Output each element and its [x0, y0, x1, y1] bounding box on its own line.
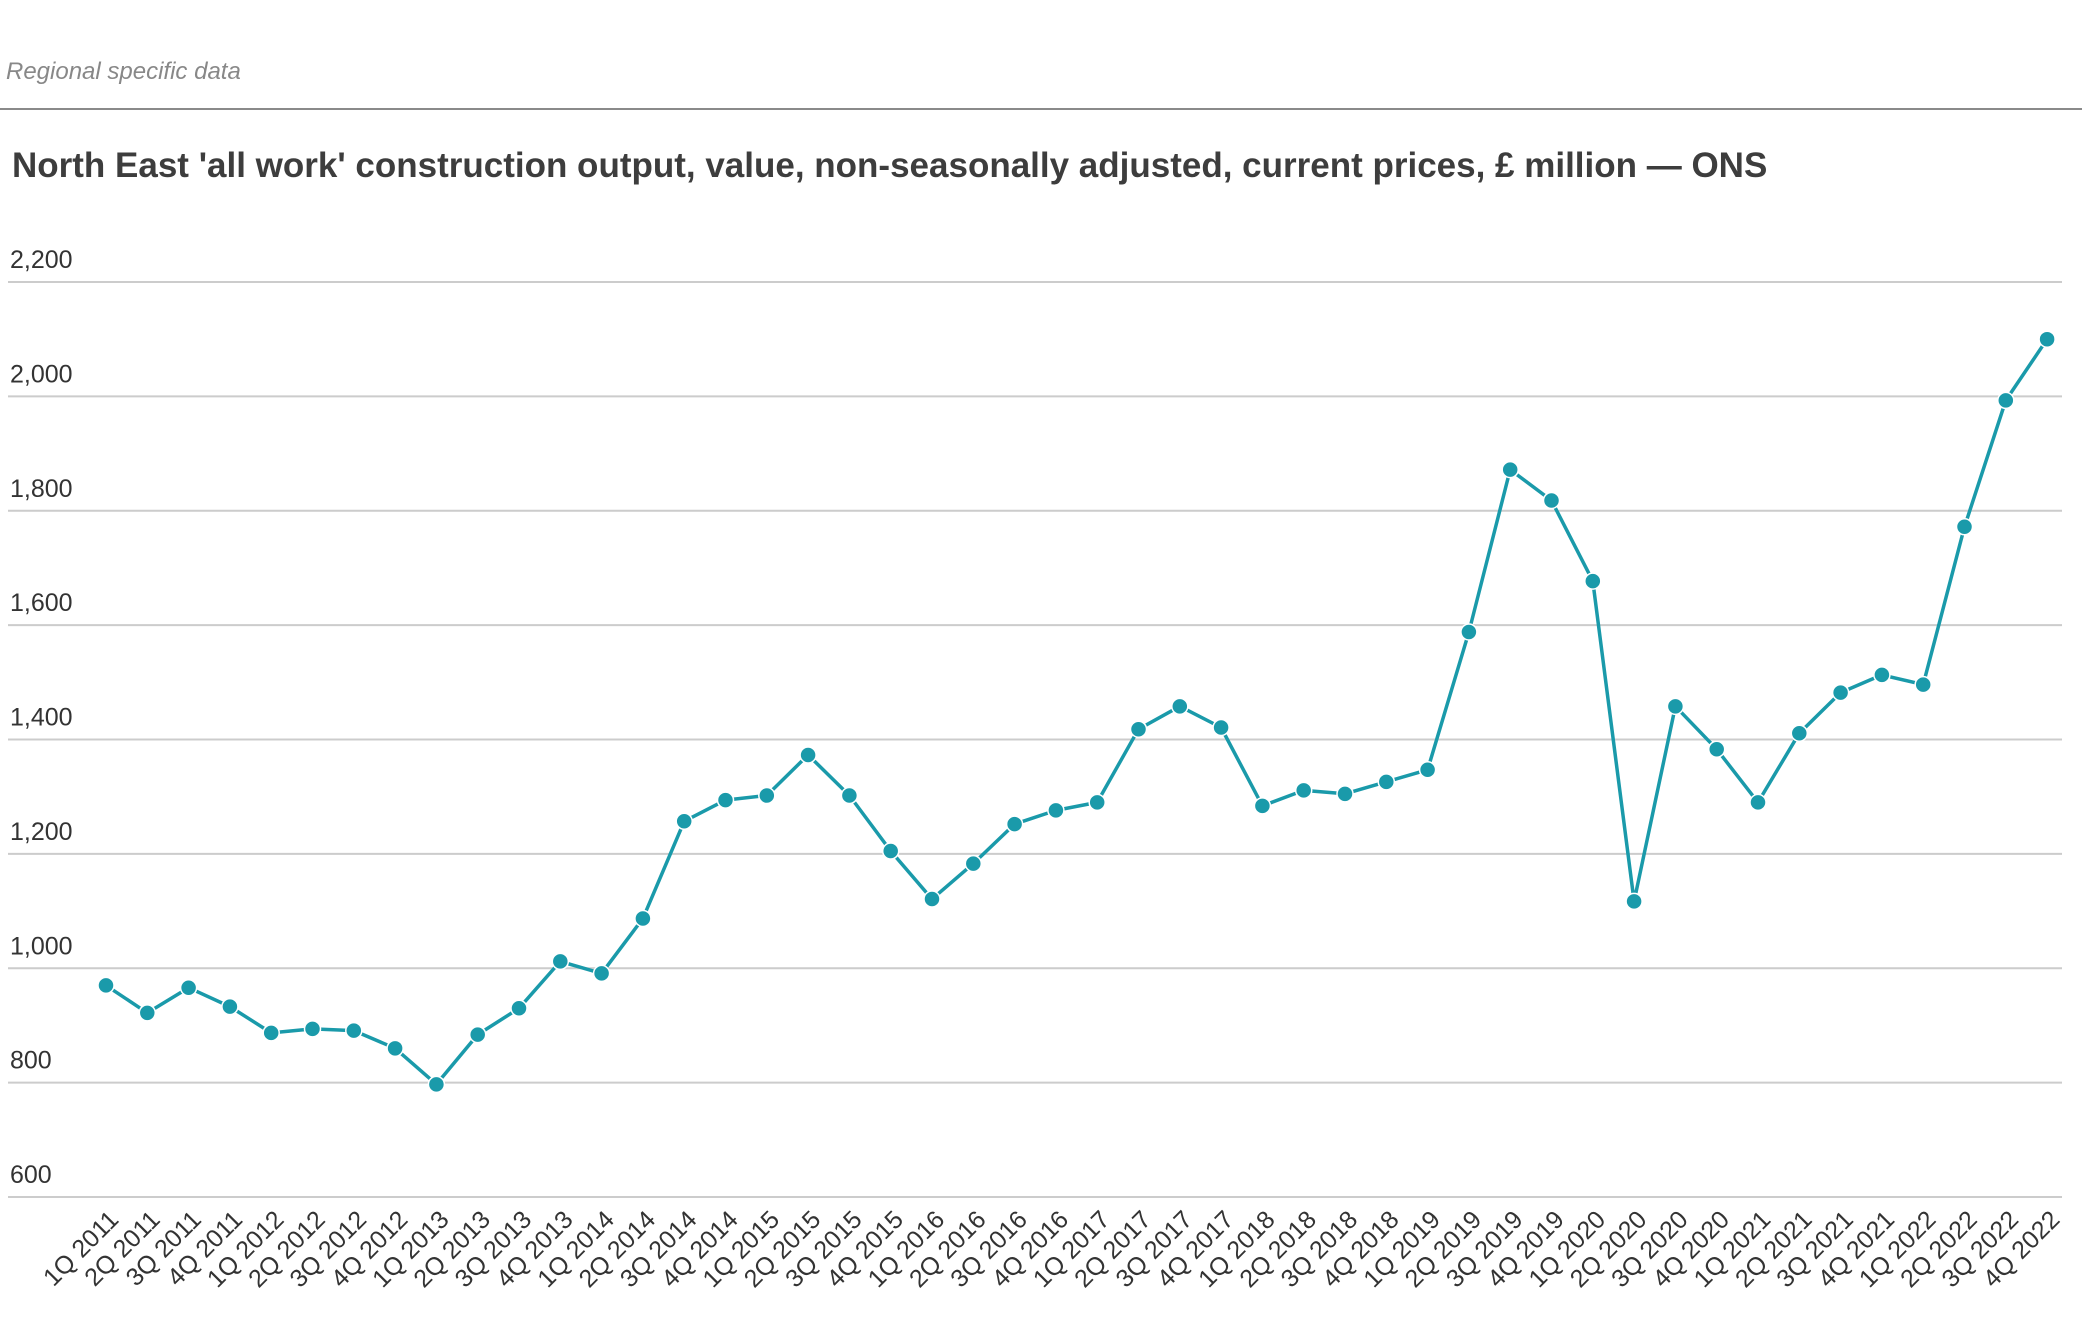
- data-point: [799, 746, 817, 764]
- data-point: [923, 890, 941, 908]
- y-tick-label: 1,200: [10, 818, 73, 846]
- header-rule: [0, 108, 2082, 110]
- data-point: [1294, 781, 1313, 800]
- data-point: [758, 786, 776, 805]
- data-point: [1501, 460, 1519, 479]
- data-point: [1666, 697, 1685, 716]
- data-point: [1129, 720, 1148, 738]
- series-group: [97, 330, 2056, 1094]
- chart-title: North East 'all work' construction outpu…: [12, 146, 1768, 185]
- data-point: [303, 1020, 322, 1038]
- data-point: [1790, 724, 1809, 742]
- data-point: [1542, 491, 1561, 510]
- data-point: [1625, 892, 1643, 911]
- data-point: [1584, 572, 1602, 590]
- data-point: [427, 1075, 446, 1094]
- y-tick-label: 1,000: [10, 932, 73, 960]
- data-point: [1212, 718, 1230, 737]
- y-tick-label: 1,600: [10, 589, 73, 617]
- y-tick-label: 800: [10, 1047, 52, 1075]
- data-point: [1831, 683, 1850, 702]
- data-point: [1418, 761, 1437, 779]
- y-tick-label: 2,000: [10, 360, 73, 388]
- data-point: [964, 854, 983, 873]
- data-point: [1460, 623, 1478, 641]
- series-line: [105, 338, 2049, 1087]
- data-point: [1749, 793, 1767, 812]
- section-eyebrow: Regional specific data: [6, 58, 241, 85]
- data-point: [840, 786, 859, 805]
- data-point: [179, 978, 198, 997]
- data-point: [468, 1025, 487, 1044]
- data-point: [634, 909, 652, 928]
- y-tick-label: 1,400: [10, 704, 73, 732]
- data-point: [138, 1004, 157, 1022]
- data-point: [675, 812, 693, 831]
- data-point: [262, 1024, 280, 1042]
- y-axis: 600 800 1,000 1,200 1,400 1,600 1,800 2,000 2,20…: [10, 246, 73, 1189]
- data-point: [1005, 815, 1024, 833]
- data-point: [881, 842, 900, 860]
- data-point: [1914, 675, 1932, 694]
- data-point: [1047, 801, 1065, 820]
- data-point: [345, 1021, 363, 1040]
- y-tick-label: 2,200: [10, 246, 73, 274]
- data-point: [1873, 666, 1891, 684]
- data-point: [1253, 797, 1272, 815]
- data-point: [1707, 740, 1726, 758]
- data-point: [1171, 697, 1189, 716]
- data-point: [1377, 773, 1396, 791]
- data-point: [221, 997, 239, 1016]
- data-point: [510, 999, 528, 1018]
- data-point: [97, 976, 115, 995]
- data-point: [551, 952, 570, 971]
- data-point: [592, 964, 611, 983]
- data-point: [386, 1039, 404, 1058]
- y-tick-label: 1,800: [10, 475, 73, 503]
- data-point: [1336, 785, 1354, 803]
- data-point: [1955, 518, 1974, 536]
- data-point: [1088, 793, 1106, 812]
- data-point: [1997, 391, 2015, 410]
- data-point: [2038, 330, 2056, 348]
- y-tick-label: 600: [10, 1161, 52, 1189]
- gridlines: [8, 281, 2062, 1198]
- data-point: [716, 791, 735, 809]
